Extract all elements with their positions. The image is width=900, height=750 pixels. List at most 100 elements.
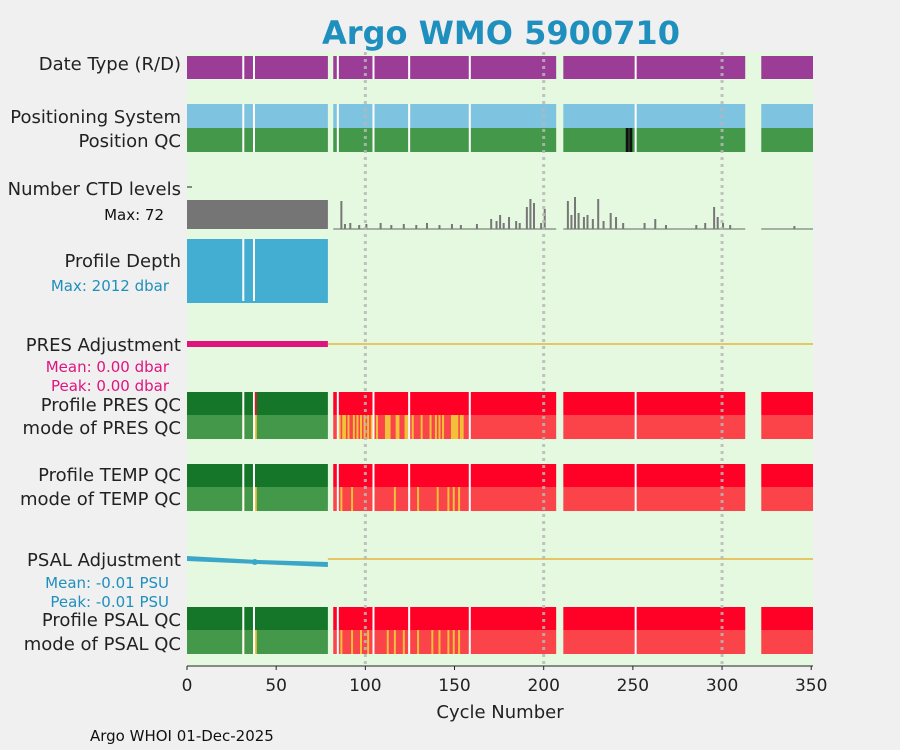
position-qc-mark-1 [629, 128, 633, 152]
ctd-levels-spike-39 [654, 219, 657, 229]
ctd-levels-spike-13 [475, 224, 478, 229]
profile-depth-gap-0 [242, 239, 245, 301]
x-tick-label-300: 300 [706, 676, 738, 696]
date-type-bar-seg-2 [563, 56, 746, 79]
pres-qc-mode-flag-24 [438, 415, 441, 439]
ctd-levels-spike-8 [415, 225, 418, 229]
psal-qc-gap-1 [252, 607, 255, 654]
x-tick-label-0: 0 [182, 676, 193, 696]
label-depth-max: Max: 2012 dbar [51, 277, 170, 295]
temp-qc-mode-flag-6 [417, 487, 420, 511]
ctd-levels-spike-40 [664, 225, 667, 229]
temp-qc-gap-0 [242, 464, 245, 511]
x-tick-label-350: 350 [795, 676, 827, 696]
x-axis: 0 50 100 150 200 250 300 350 [182, 665, 827, 696]
pres-qc-gap-2 [336, 392, 339, 439]
temp-qc-mode-flag-3 [351, 487, 354, 511]
pres-qc-mode-early [187, 415, 328, 439]
ctd-levels-spike-20 [518, 223, 521, 229]
date-type-gap-2 [336, 56, 339, 79]
psal-qc-mode-late-seg-0 [333, 630, 557, 654]
temp-qc-gap-6 [634, 464, 637, 511]
footer-text: Argo WHOI 01-Dec-2025 [90, 727, 274, 745]
ctd-levels-spike-28 [574, 197, 577, 229]
psal-qc-gap-0 [242, 607, 245, 654]
pres-qc-mode-flag-14 [386, 415, 389, 439]
positioning-bar-seg-0 [187, 104, 328, 128]
row-labels: Date Type (R/D) Positioning System Positio… [8, 54, 192, 655]
label-psal-peak: Peak: -0.01 PSU [50, 593, 169, 611]
ctd-levels-spike-3 [358, 225, 361, 229]
temp-qc-profile-late-seg-2 [761, 464, 813, 487]
label-mode-psal-qc: mode of PSAL QC [24, 634, 181, 655]
ctd-levels-spike-0 [340, 201, 343, 229]
label-psal-mean: Mean: -0.01 PSU [45, 574, 169, 592]
x-tick-label-100: 100 [349, 676, 381, 696]
pres-qc-mode-flag-23 [434, 415, 437, 439]
pres-qc-mode-flag-7 [356, 415, 359, 439]
pres-qc-mode-flag-30 [459, 415, 462, 439]
pres-qc-mode-flag-29 [456, 415, 459, 439]
x-axis-label: Cycle Number [436, 702, 564, 723]
psal-qc-profile-late-seg-1 [563, 607, 746, 630]
position-gap-5 [468, 104, 471, 152]
pres-qc-mode-flag-17 [397, 415, 400, 439]
pres-qc-mode-flag-19 [406, 415, 409, 439]
ctd-levels-spike-37 [622, 223, 625, 229]
ctd-levels-spike-43 [713, 207, 716, 229]
label-mode-temp-qc: mode of TEMP QC [20, 489, 181, 510]
position-qc-bar-seg-2 [563, 128, 746, 152]
ctd-levels-spike-34 [602, 221, 605, 229]
psal-qc-mode-flag-2 [340, 630, 343, 654]
temp-qc-profile-early [187, 464, 328, 487]
psal-qc-mode-flag-9 [402, 630, 405, 654]
pres-qc-profile-early [187, 392, 328, 415]
temp-qc-gap-5 [468, 464, 471, 511]
pres-qc-mode-flag-26 [450, 415, 453, 439]
label-profile-psal-qc: Profile PSAL QC [42, 610, 181, 631]
ctd-levels-spike-14 [490, 219, 493, 229]
pres-qc-gap-1 [252, 392, 255, 439]
label-psal-adjustment: PSAL Adjustment [27, 550, 181, 571]
ctd-levels-spike-1 [343, 224, 346, 229]
label-pres-mean: Mean: 0.00 dbar [46, 358, 170, 376]
date-type-gap-4 [408, 56, 411, 79]
temp-qc-profile-late-seg-0 [333, 464, 557, 487]
date-type-gap-6 [634, 56, 637, 79]
ctd-levels-spike-16 [499, 215, 502, 229]
pres-qc-mode-flag-12 [376, 415, 379, 439]
ctd-levels-spike-6 [390, 225, 393, 229]
temp-qc-mode-flag-5 [393, 487, 396, 511]
chart-title: Argo WMO 5900710 [322, 14, 680, 52]
psal-qc-mode-flag-7 [386, 630, 389, 654]
x-tick-label-150: 150 [438, 676, 470, 696]
pres-qc-mode-flag-3 [342, 415, 345, 439]
ctd-levels-spike-24 [540, 223, 543, 229]
pres-qc-mode-flag-16 [395, 415, 398, 439]
ctd-levels-spike-47 [793, 226, 796, 229]
ctd-levels-spike-31 [586, 215, 589, 229]
label-pres-adjustment: PRES Adjustment [26, 335, 181, 356]
ctd-levels-spike-42 [704, 223, 707, 229]
positioning-bar-seg-2 [563, 104, 746, 128]
temp-qc-gap-4 [408, 464, 411, 511]
pres-qc-mode-flag-10 [367, 415, 370, 439]
psal-qc-mode-late-seg-2 [761, 630, 813, 654]
temp-qc-gap-1 [252, 464, 255, 511]
x-tick-label-200: 200 [527, 676, 559, 696]
grid-lines [363, 52, 724, 666]
date-type-gap-3 [372, 56, 375, 79]
psal-qc-mode-flag-10 [417, 630, 420, 654]
pres-qc-mode-late-seg-1 [563, 415, 746, 439]
pres-qc-mode-flag-15 [388, 415, 391, 439]
temp-qc-gap-2 [336, 464, 339, 511]
temp-qc-gap-3 [372, 464, 375, 511]
temp-qc-mode-flag-7 [436, 487, 439, 511]
pres-qc-profile-late-seg-0 [333, 392, 557, 415]
position-gap-1 [252, 104, 255, 152]
profile-depth-bar [187, 239, 328, 303]
psal-qc-mode-flag-15 [458, 630, 461, 654]
pres-qc-gap-3 [372, 392, 375, 439]
pres-qc-mode-flag-31 [461, 415, 464, 439]
date-type-gap-0 [242, 56, 245, 79]
